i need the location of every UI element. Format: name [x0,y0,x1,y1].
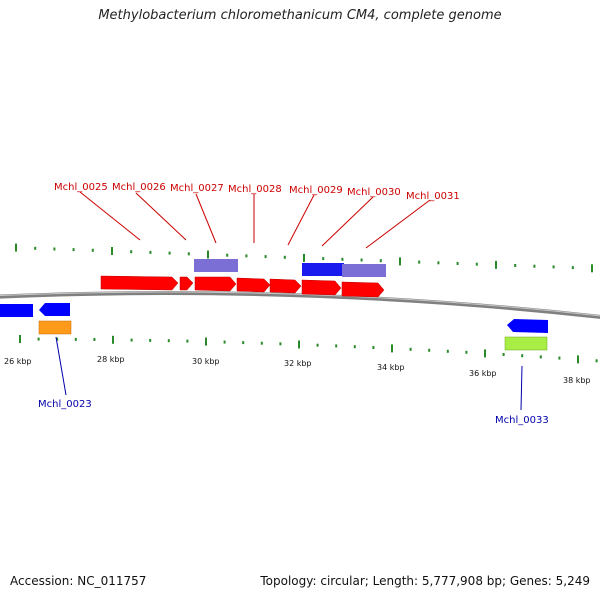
forward-genes [100,275,385,298]
gene-arrow-blue-reverse-1[interactable] [39,303,70,316]
gene-label-mchl-0023[interactable]: Mchl_0023 [38,399,92,410]
gene-label-mchl-0027[interactable]: Mchl_0027 [170,183,224,194]
gene-label-mchl-0031[interactable]: Mchl_0031 [406,191,460,202]
gene-label-mchl-0026[interactable]: Mchl_0026 [112,182,166,193]
scale-label-38: 38 kbp [563,376,591,385]
feature-box-purple-2[interactable] [342,264,386,277]
lower-tick-ruler [19,335,598,364]
scale-label-36: 36 kbp [469,369,497,378]
gene-arrow-blue-reverse-2[interactable] [507,319,548,333]
gene-arrow-mchl-0028[interactable] [236,277,271,293]
scale-label-30: 30 kbp [192,357,220,366]
gene-label-mchl-0029[interactable]: Mchl_0029 [289,185,343,196]
leader-line-mchl-0023 [55,336,67,396]
gene-arrow-mchl-0026[interactable] [179,276,194,291]
scale-label-32: 32 kbp [284,359,312,368]
scale-label-34: 34 kbp [377,363,405,372]
gene-arrow-mchl-0030[interactable] [301,279,342,296]
gene-label-mchl-0025[interactable]: Mchl_0025 [54,182,108,193]
gene-arrow-mchl-0031[interactable] [341,281,385,298]
gene-label-mchl-0030[interactable]: Mchl_0030 [347,187,401,198]
gene-arrow-mchl-0025[interactable] [100,275,179,291]
gene-box-mchl-0033[interactable] [504,336,548,351]
gene-box-mchl-0023[interactable] [38,320,72,335]
genome-summary: Topology: circular; Length: 5,777,908 bp… [260,574,590,588]
scale-label-28: 28 kbp [97,355,125,364]
gene-label-mchl-0033[interactable]: Mchl_0033 [495,415,549,426]
chromosome-backbone [0,291,600,319]
map-title: Methylobacterium chloromethanicum CM4, c… [98,8,502,23]
feature-box-blue[interactable] [302,263,344,276]
leader-line-mchl-0033 [520,365,523,411]
cds-box-blue-left[interactable] [0,304,33,317]
gene-arrow-mchl-0027[interactable] [194,276,237,292]
accession-label: Accession: NC_011757 [10,574,147,588]
feature-box-purple-1[interactable] [194,259,238,272]
forward-leader-lines [79,191,431,249]
upper-tick-ruler [15,243,593,273]
scale-label-26: 26 kbp [4,357,32,366]
gene-label-mchl-0028[interactable]: Mchl_0028 [228,184,282,195]
gene-arrow-mchl-0029[interactable] [269,278,302,294]
